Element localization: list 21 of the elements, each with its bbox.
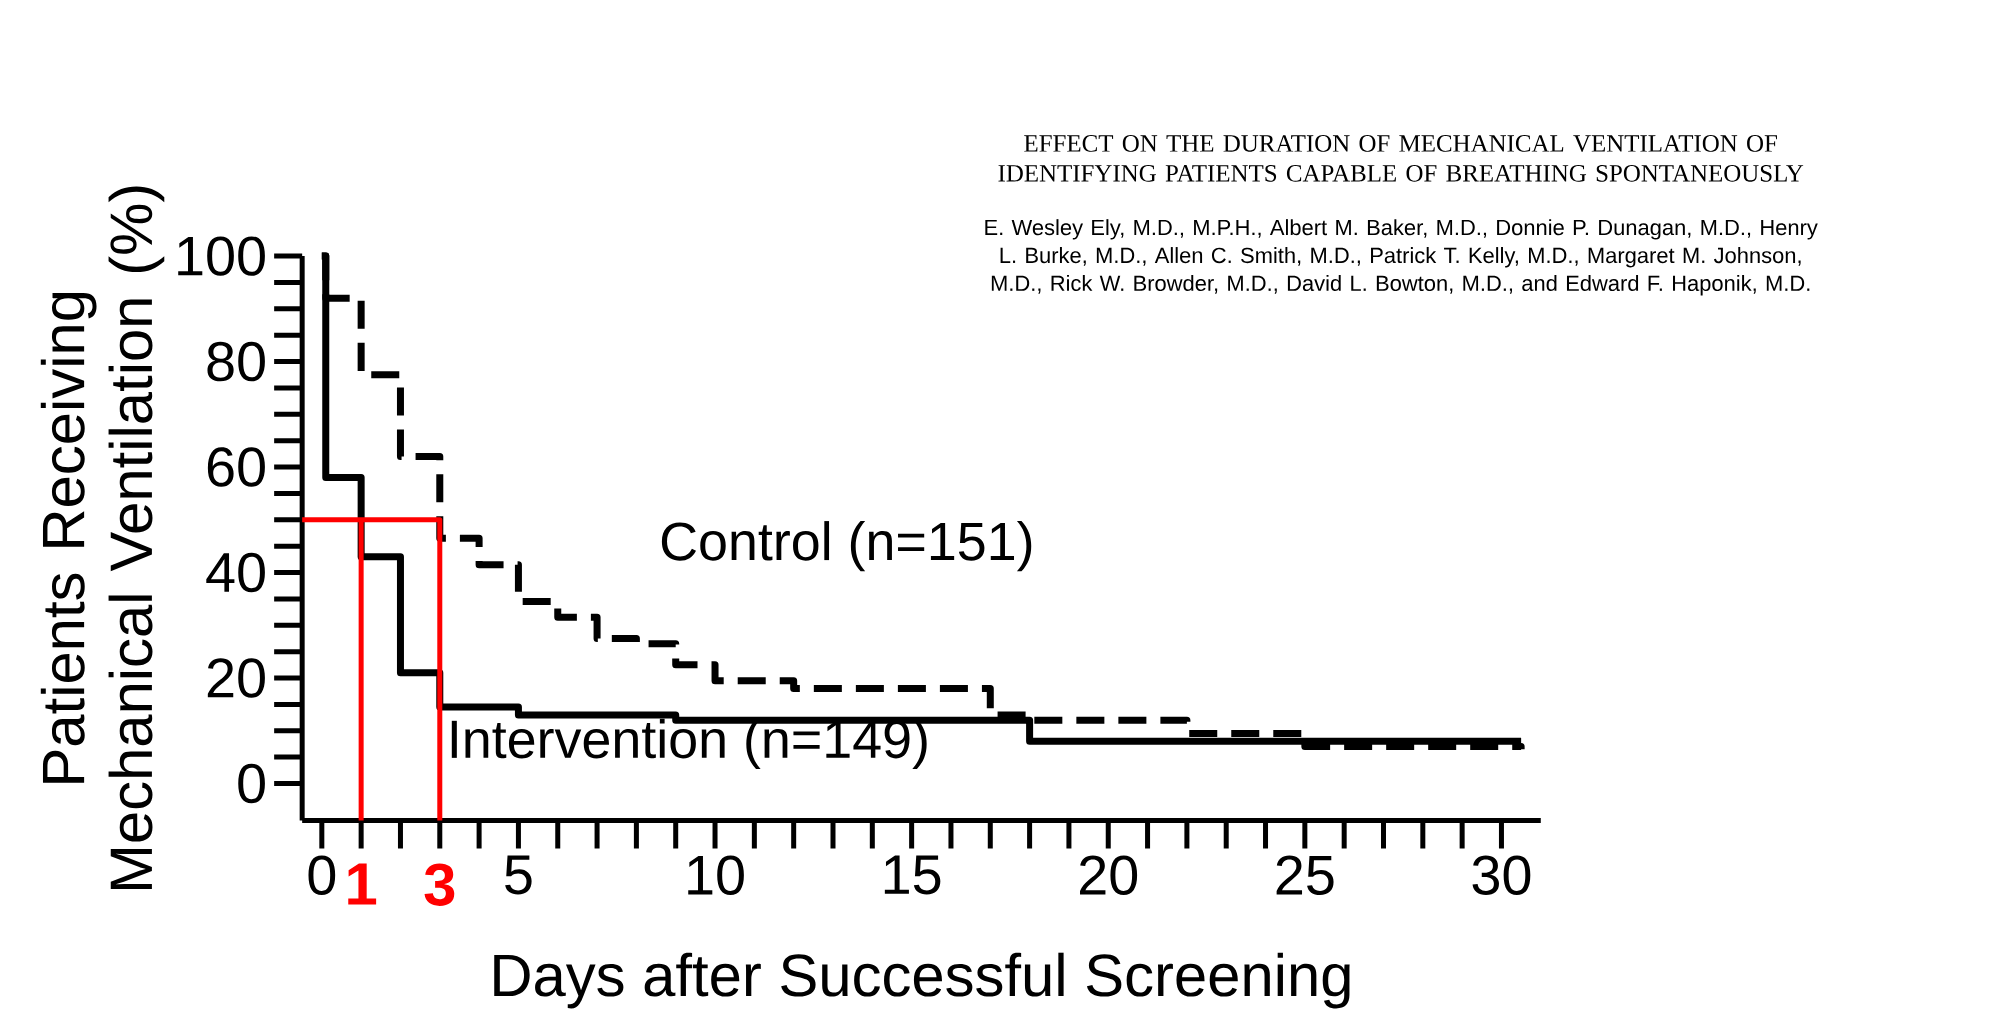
x-tick-label: 10 [688,855,744,896]
x-tick-label: 5 [505,855,532,895]
y-tick-label: 20 [207,658,265,699]
x-tick-label: 0 [308,855,336,896]
x-tick-label: 15 [884,855,941,895]
y-tick-label: 80 [207,342,265,382]
x-tick-label: 25 [1276,855,1334,896]
series-label: Control (n=151) [661,521,1032,572]
x-tick-label: 30 [1472,855,1531,896]
y-tick-label: 100 [178,236,265,277]
chart-title: EFFECT ON THE DURATION OF MECHANICAL VENTILATION OF IDENTIFYING PATIENTS CAPABLE OF BREATHING SPONTANEOUSLY [998,135,1804,182]
x-axis-title: Days after Successful Screening [494,952,1350,1009]
y-tick-label: 40 [206,553,265,593]
annotation: 3 [424,863,455,907]
y-tick-label: 60 [207,447,265,488]
series-label: Intervention (n=149) [451,719,927,770]
y-axis-title: Patients Receiving Mechanical Ventilation (%) [40,186,165,890]
chart-subtitle: E. Wesley Ely, M.D., M.P.H., Albert M. Baker, M.D., Donnie P. Dunagan, M.D., Henry L. Burke, M.D., Allen C. Smith, M.D., Patrick T. Kelly, M.D., Margaret M. Johnson, M.D., Rick W. Browder, M.D., David L. Bowton, M.D., and Edward F. Haponik, M.D. [985,219,1818,296]
y-tick-label: 0 [238,763,265,804]
annotation: 1 [348,863,377,905]
x-tick-label: 20 [1080,855,1138,896]
